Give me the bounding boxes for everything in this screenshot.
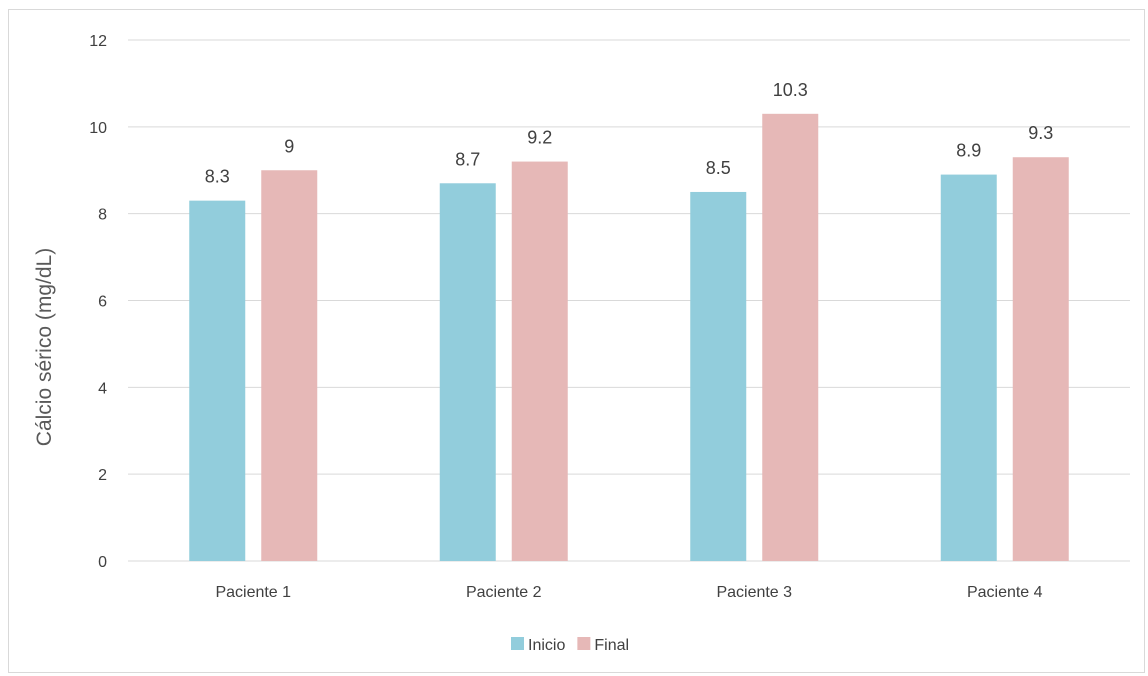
data-label: 8.3 [205, 167, 230, 187]
legend-label: Final [594, 637, 629, 654]
y-axis-title: Cálcio sérico (mg/dL) [33, 248, 56, 446]
data-label: 8.5 [706, 158, 731, 178]
y-tick-label: 2 [98, 467, 107, 484]
data-label: 9.2 [527, 128, 552, 148]
legend-item-inicio: Inicio [511, 637, 565, 654]
x-category-label: Paciente 1 [215, 584, 291, 601]
legend: Inicio Final [511, 637, 629, 654]
data-label: 8.7 [455, 149, 480, 169]
bar-final-1 [261, 170, 318, 561]
x-category-label: Paciente 4 [967, 584, 1043, 601]
y-tick-label: 6 [98, 294, 107, 311]
legend-swatch [511, 637, 524, 650]
data-label: 9.3 [1028, 123, 1053, 143]
data-label: 9 [284, 136, 294, 156]
bar-final-3 [762, 113, 819, 561]
x-axis-categories: Paciente 1 Paciente 2 Paciente 3 Paciente 4 [215, 584, 1042, 601]
data-label: 10.3 [773, 80, 808, 100]
y-tick-label: 4 [98, 380, 107, 397]
y-tick-label: 8 [98, 207, 107, 224]
y-tick-label: 10 [89, 120, 107, 137]
y-tick-label: 0 [98, 554, 107, 571]
legend-swatch [577, 637, 591, 650]
x-category-label: Paciente 3 [716, 584, 792, 601]
y-tick-label: 12 [89, 33, 107, 50]
bar-final-2 [511, 161, 568, 562]
bar-inicio-3 [690, 191, 747, 562]
x-category-label: Paciente 2 [466, 584, 542, 601]
bar-inicio-1 [189, 200, 246, 561]
bar-inicio-2 [439, 183, 496, 561]
bar-final-4 [1012, 157, 1069, 561]
bar-inicio-4 [940, 174, 997, 561]
legend-label: Inicio [528, 637, 565, 654]
data-labels: 8.3 9 8.7 9.2 8.5 10.3 8.9 9.3 [205, 80, 1054, 187]
data-label: 8.9 [956, 141, 981, 161]
bars [189, 113, 1069, 562]
legend-item-final: Final [577, 637, 629, 654]
y-axis-ticks: 0 2 4 6 8 10 12 [89, 33, 107, 571]
